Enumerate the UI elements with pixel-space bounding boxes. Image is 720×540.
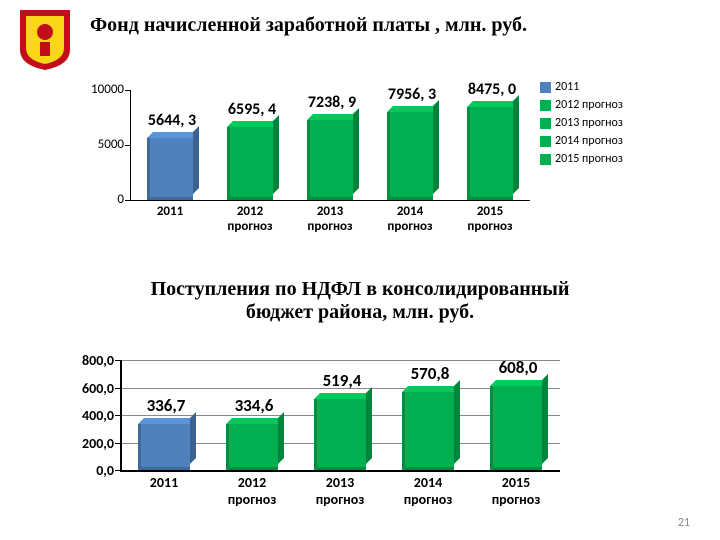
chart2-title: Поступления по НДФЛ в консолидированный … [0, 278, 720, 324]
category-label: 2012прогноз [208, 474, 296, 508]
legend-swatch [540, 118, 551, 129]
category-label: 2014прогноз [384, 474, 472, 508]
bar-value-label: 334,6 [218, 395, 290, 416]
category-label: 2011 [130, 204, 210, 219]
category-label: 2015прогноз [472, 474, 560, 508]
bar-value-label: 608,0 [482, 357, 554, 378]
bar-value-label: 8475, 0 [459, 80, 525, 99]
bar [467, 107, 513, 200]
category-label: 2012прогноз [210, 204, 290, 234]
bar [387, 112, 433, 200]
bar [402, 392, 454, 470]
crest-logo [20, 10, 70, 70]
bar [138, 424, 190, 470]
bar [226, 424, 278, 470]
legend-item: 2015 прогноз [540, 152, 640, 166]
legend-swatch [540, 136, 551, 147]
category-label: 2013прогноз [290, 204, 370, 234]
chart2-title-line2: бюджет района, млн. руб. [246, 301, 474, 323]
bar-value-label: 570,8 [394, 363, 466, 384]
bar-value-label: 519,4 [306, 370, 378, 391]
legend-swatch [540, 100, 551, 111]
bar-value-label: 5644, 3 [139, 111, 205, 130]
chart1-legend: 2011 2012 прогноз 2013 прогноз 2014 прогноз… [540, 80, 640, 170]
legend-label: 2011 [555, 80, 579, 94]
bar [227, 127, 273, 200]
bar [314, 399, 366, 470]
bar-value-label: 6595, 4 [219, 100, 285, 119]
ndfl-chart: 0,0200,0400,0600,0800,0336,72011334,6201… [60, 340, 660, 500]
legend-item: 2014 прогноз [540, 134, 640, 148]
category-label: 2015прогноз [450, 204, 530, 234]
legend-swatch [540, 82, 551, 93]
category-label: 2013прогноз [296, 474, 384, 508]
bar-value-label: 7238, 9 [299, 93, 365, 112]
chart2-title-line1: Поступления по НДФЛ в консолидированный [151, 278, 570, 300]
bar-value-label: 336,7 [130, 395, 202, 416]
bar [490, 386, 542, 470]
chart1-title: Фонд начисленной заработной платы , млн.… [90, 14, 527, 37]
page-number: 21 [678, 516, 690, 530]
legend-item: 2012 прогноз [540, 98, 640, 112]
payroll-chart: 05000100005644, 320116595, 42012прогноз7… [80, 70, 640, 240]
bar [307, 120, 353, 200]
category-label: 2014прогноз [370, 204, 450, 234]
legend-swatch [540, 154, 551, 165]
legend-label: 2014 прогноз [555, 134, 623, 148]
legend-label: 2015 прогноз [555, 152, 623, 166]
legend-label: 2013 прогноз [555, 116, 623, 130]
legend-item: 2011 [540, 80, 640, 94]
bar-value-label: 7956, 3 [379, 85, 445, 104]
category-label: 2011 [120, 474, 208, 491]
bar [147, 138, 193, 200]
legend-item: 2013 прогноз [540, 116, 640, 130]
legend-label: 2012 прогноз [555, 98, 623, 112]
